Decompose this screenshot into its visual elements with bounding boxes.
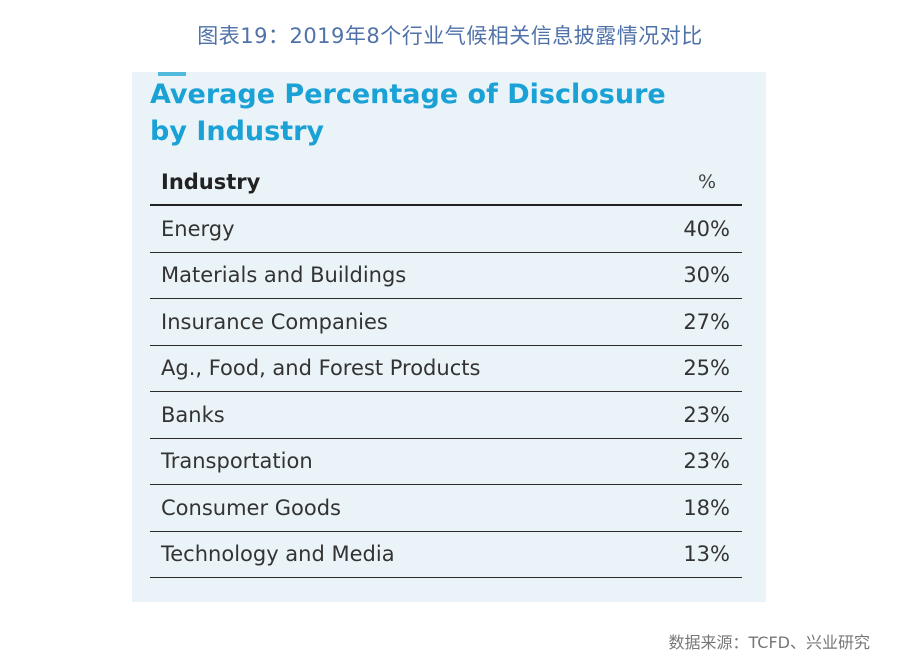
- chart-title-line-1: Average Percentage of Disclosure: [150, 79, 666, 110]
- percent-cell: 23%: [683, 402, 730, 427]
- figure-caption: 图表19：2019年8个行业气候相关信息披露情况对比: [197, 24, 703, 48]
- panel-top-accent: [158, 72, 186, 76]
- industry-cell: Insurance Companies: [161, 309, 388, 334]
- industry-cell: Consumer Goods: [161, 495, 341, 520]
- chart-title-line-2: by Industry: [150, 116, 325, 147]
- chart-title: Average Percentage of Disclosure by Indu…: [150, 76, 710, 150]
- percent-cell: 18%: [683, 495, 730, 520]
- percent-cell: 40%: [683, 216, 730, 241]
- percent-cell: 30%: [683, 263, 730, 288]
- percent-cell: 25%: [683, 356, 730, 381]
- column-header-industry: Industry: [161, 170, 261, 194]
- industry-cell: Technology and Media: [161, 542, 395, 567]
- table-row: Ag., Food, and Forest Products 25%: [150, 346, 742, 392]
- industry-cell: Ag., Food, and Forest Products: [161, 356, 481, 381]
- percent-cell: 27%: [683, 309, 730, 334]
- industry-cell: Materials and Buildings: [161, 263, 407, 288]
- percent-cell: 13%: [683, 542, 730, 567]
- table-row: Banks 23%: [150, 392, 742, 439]
- table-row: Consumer Goods 18%: [150, 485, 742, 532]
- disclosure-table: Industry % Energy 40% Materials and Buildi…: [150, 160, 742, 578]
- industry-cell: Transportation: [161, 449, 313, 474]
- table-header: Industry %: [150, 160, 742, 206]
- percent-cell: 23%: [683, 449, 730, 474]
- source-note: 数据来源：TCFD、兴业研究: [668, 633, 870, 652]
- column-header-percent: %: [697, 171, 716, 193]
- chart-panel: [132, 72, 766, 602]
- table-body: Energy 40% Materials and Buildings 30% Insur…: [150, 206, 742, 578]
- industry-cell: Banks: [161, 402, 225, 427]
- table-row: Technology and Media 13%: [150, 532, 742, 578]
- industry-cell: Energy: [161, 216, 235, 241]
- table-row: Transportation 23%: [150, 439, 742, 485]
- table-row: Materials and Buildings 30%: [150, 253, 742, 299]
- table-row: Insurance Companies 27%: [150, 299, 742, 346]
- table-row: Energy 40%: [150, 206, 742, 253]
